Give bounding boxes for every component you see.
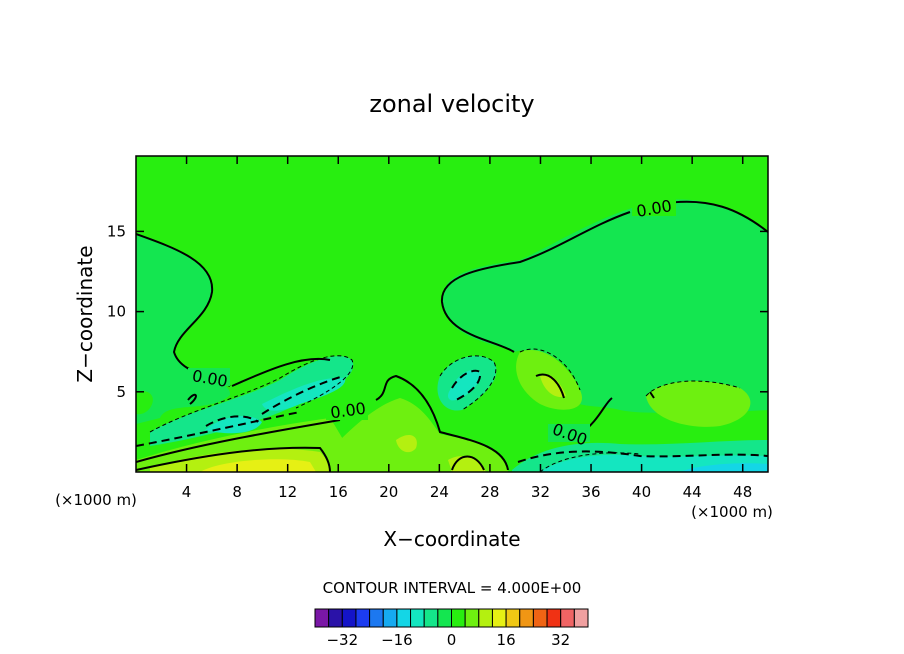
region-left-band <box>150 356 354 446</box>
x-tick-label: 4 <box>182 483 192 501</box>
colorbar-swatch <box>341 608 357 628</box>
x-unit-right: (×1000 m) <box>691 503 773 521</box>
colorbar-tick-label: 0 <box>447 631 457 649</box>
colorbar-swatch <box>369 608 384 628</box>
colorbar-ticks: −32 −16 0 16 32 <box>326 631 570 649</box>
x-tick-label: 28 <box>480 483 499 501</box>
colorbar-swatch <box>519 608 534 628</box>
colorbar-swatch <box>423 608 439 628</box>
chart-title: zonal velocity <box>369 90 534 118</box>
colorbar-swatch <box>355 608 371 628</box>
x-tick-label: 20 <box>379 483 398 501</box>
x-tick-label: 36 <box>581 483 600 501</box>
colorbar-tick-label: −32 <box>326 631 358 649</box>
colorbar-swatch <box>396 608 412 628</box>
y-axis-label: Z−coordinate <box>73 245 97 382</box>
colorbar-swatch <box>560 608 575 628</box>
colorbar-swatch <box>328 608 343 628</box>
colorbar-swatch <box>573 608 589 628</box>
x-axis: 4 8 12 16 20 24 28 32 36 40 44 48 <box>182 156 752 501</box>
y-tick-label: 10 <box>107 303 126 321</box>
colorbar-swatch <box>382 608 398 628</box>
colorbar-swatch <box>437 608 453 628</box>
y-tick-label: 15 <box>107 222 126 240</box>
colorbar-tick-label: −16 <box>381 631 413 649</box>
x-tick-label: 8 <box>232 483 242 501</box>
contour-interval: CONTOUR INTERVAL = 4.000E+00 <box>323 579 582 597</box>
colorbar-swatch <box>410 608 425 628</box>
colorbar-tick-label: 32 <box>551 631 570 649</box>
x-tick-label: 40 <box>632 483 651 501</box>
y-axis: 5 10 15 <box>107 222 768 401</box>
region-mid <box>338 398 508 472</box>
colorbar <box>314 608 589 628</box>
x-axis-label: X−coordinate <box>383 527 520 551</box>
colorbar-swatch <box>451 608 466 628</box>
x-tick-label: 24 <box>430 483 449 501</box>
colorbar-swatch <box>505 608 521 628</box>
x-tick-label: 48 <box>733 483 752 501</box>
colorbar-tick-label: 16 <box>497 631 516 649</box>
y-tick-label: 5 <box>116 383 126 401</box>
x-unit-left: (×1000 m) <box>55 491 137 509</box>
colorbar-swatch <box>546 608 562 628</box>
x-tick-label: 32 <box>531 483 550 501</box>
colorbar-swatch <box>532 608 548 628</box>
colorbar-swatch <box>491 608 507 628</box>
colorbar-swatch <box>478 608 493 628</box>
plot-frame <box>135 155 769 473</box>
x-tick-label: 16 <box>329 483 348 501</box>
x-tick-label: 12 <box>278 483 297 501</box>
region-right-upper <box>441 199 768 413</box>
colorbar-swatch <box>464 608 480 628</box>
contour-label: 0.00 <box>329 399 367 423</box>
x-tick-label: 44 <box>683 483 702 501</box>
colorbar-swatch <box>314 608 330 628</box>
